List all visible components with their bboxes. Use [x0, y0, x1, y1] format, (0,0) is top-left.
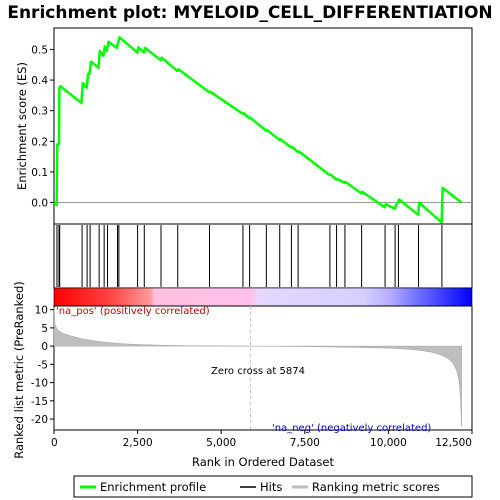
es-y-tick-label: 0.1	[31, 167, 48, 179]
metric-y-axis-label: Ranked list metric (PreRanked)	[12, 281, 26, 459]
es-y-tick-label: 0.2	[31, 136, 48, 148]
es-y-tick-label: 0.4	[31, 75, 48, 87]
metric-y-tick-label: -15	[31, 396, 48, 408]
metric-y-tick-label: -5	[38, 359, 48, 371]
chart-title: Enrichment plot: MYELOID_CELL_DIFFERENTI…	[7, 3, 492, 23]
metric-panel	[53, 305, 473, 431]
metric-y-tick-label: 5	[41, 323, 48, 335]
enrichment-profile-line	[53, 35, 463, 224]
metric-y-tick-label: -20	[31, 414, 48, 426]
x-tick-label: 10,000	[370, 437, 407, 449]
es-panel	[53, 27, 473, 225]
x-tick-label: 2,500	[123, 437, 153, 449]
hits-panel	[53, 223, 473, 289]
metric-y-tick-label: 10	[35, 305, 48, 317]
zero-cross-label: Zero cross at 5874	[211, 366, 305, 377]
rank-color-bar	[53, 287, 473, 307]
na-neg-label: 'na_neg' (negatively correlated)	[272, 423, 431, 434]
es-y-tick-label: 0.3	[31, 106, 48, 118]
x-tick-label: 0	[51, 437, 58, 449]
x-tick-label: 7,500	[290, 437, 320, 449]
es-y-tick-label: 0.0	[31, 198, 48, 210]
x-tick-label: 12,500	[435, 437, 472, 449]
x-axis-label: Rank in Ordered Dataset	[192, 455, 335, 469]
ranking-metric-area	[53, 307, 462, 427]
na-pos-label: 'na_pos' (positively correlated)	[56, 306, 210, 317]
legend-enrichment-label: Enrichment profile	[100, 480, 206, 494]
x-axis-ticks: 0 2,500 5,000 7,500 10,000 12,500	[51, 430, 473, 449]
legend-hits-label: Hits	[260, 480, 282, 494]
legend-metric-label: Ranking metric scores	[312, 480, 440, 494]
hits-ticks	[56, 225, 443, 287]
es-y-axis-label: Enrichment score (ES)	[15, 62, 29, 190]
es-y-ticks: 0.0 0.1 0.2 0.3 0.4 0.5	[31, 44, 54, 210]
legend-box	[73, 475, 473, 498]
metric-y-tick-label: -10	[31, 378, 48, 390]
x-tick-label: 5,000	[206, 437, 236, 449]
es-y-tick-label: 0.5	[31, 44, 48, 56]
metric-y-tick-label: 0	[41, 341, 48, 353]
metric-y-ticks: 10 5 0 -5 -10 -15 -20	[31, 305, 54, 426]
